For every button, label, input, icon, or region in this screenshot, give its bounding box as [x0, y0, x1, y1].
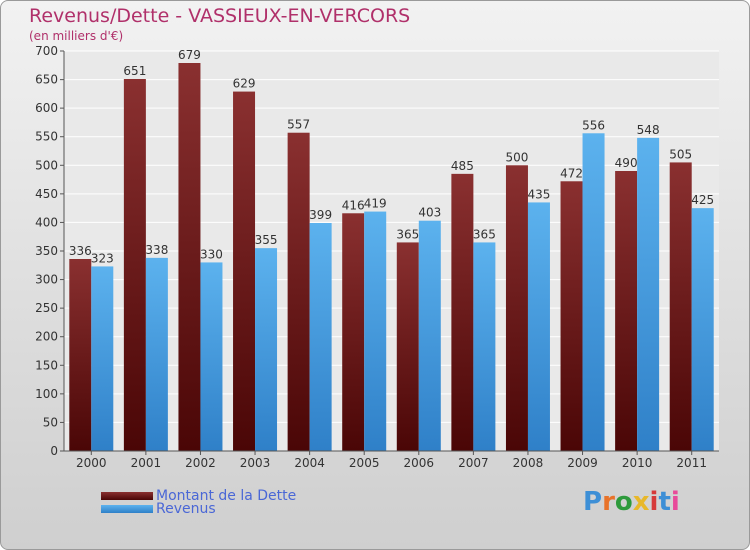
data-label-debt: 485 [451, 159, 474, 173]
chart-subtitle: (en milliers d'€) [29, 29, 124, 43]
x-tick-label: 2002 [185, 456, 216, 470]
x-tick-label: 2011 [676, 456, 707, 470]
bar-revenus [200, 262, 223, 451]
bar-revenus [364, 211, 387, 451]
bar-debt [123, 79, 146, 451]
data-label-revenus: 330 [200, 247, 223, 261]
grid-lines [64, 50, 719, 452]
logo-letter: i [670, 487, 680, 517]
legend-item-revenus: Revenus [101, 501, 216, 517]
y-tick-label: 500 [35, 158, 58, 172]
bars [69, 63, 714, 452]
legend-item-debt: Montant de la Dette [101, 488, 296, 504]
x-tick-label: 2001 [131, 456, 162, 470]
data-label-revenus: 425 [691, 193, 714, 207]
y-tick-label: 600 [35, 101, 58, 115]
data-label-revenus: 399 [309, 208, 332, 222]
data-label-revenus: 548 [637, 123, 660, 137]
bar-revenus [473, 242, 496, 451]
data-label-debt: 416 [342, 198, 365, 212]
bar-revenus [582, 133, 605, 452]
y-tick-label: 700 [35, 44, 58, 58]
logo-letter: x [632, 487, 650, 517]
data-label-revenus: 323 [91, 251, 114, 265]
y-tick-label: 450 [35, 187, 58, 201]
legend-swatch-debt [101, 492, 153, 500]
bar-revenus [309, 223, 332, 451]
logo-letter: t [658, 487, 671, 517]
y-tick-label: 350 [35, 244, 58, 258]
bar-debt [69, 259, 92, 451]
bar-revenus [691, 208, 714, 451]
bar-debt [396, 242, 419, 451]
data-label-debt: 505 [669, 147, 692, 161]
y-tick-label: 300 [35, 273, 58, 287]
data-label-revenus: 419 [364, 197, 387, 211]
data-label-revenus: 338 [145, 243, 168, 257]
bar-revenus [637, 137, 660, 451]
x-tick-label: 2000 [76, 456, 107, 470]
data-label-debt: 557 [287, 118, 310, 132]
x-tick-label: 2009 [567, 456, 598, 470]
bar-revenus [418, 220, 441, 451]
legend-swatch-revenus [101, 505, 153, 513]
logo-letter: i [649, 487, 659, 517]
x-tick-label: 2005 [349, 456, 380, 470]
x-tick-label: 2008 [513, 456, 544, 470]
axes: 0 50 100 150 200 250 300 350 400 450 500 550 600 650 7… [35, 44, 719, 470]
bar-revenus [527, 202, 550, 451]
x-tick-label: 2006 [404, 456, 435, 470]
data-label-revenus: 403 [418, 206, 441, 220]
y-tick-label: 200 [35, 330, 58, 344]
bar-revenus [255, 248, 278, 451]
y-tick-label: 100 [35, 387, 58, 401]
chart-title: Revenus/Dette - VASSIEUX-EN-VERCORS [29, 5, 411, 27]
bar-debt [669, 162, 692, 451]
x-tick-label: 2010 [622, 456, 653, 470]
data-label-debt: 500 [506, 150, 529, 164]
data-label-debt: 629 [233, 77, 256, 91]
x-tick-label: 2003 [240, 456, 271, 470]
x-tick-label: 2007 [458, 456, 489, 470]
y-tick-label: 550 [35, 130, 58, 144]
bar-debt [287, 132, 310, 451]
logo-letter: P [583, 487, 603, 517]
y-tick-label: 650 [35, 73, 58, 87]
bar-debt [505, 165, 528, 452]
bar-debt [342, 213, 365, 451]
data-label-debt: 336 [69, 244, 92, 258]
data-label-debt: 472 [560, 166, 583, 180]
logo-letter: r [602, 487, 615, 517]
bar-debt [233, 91, 256, 452]
bar-debt [178, 63, 201, 451]
y-tick-label: 150 [35, 358, 58, 372]
data-label-debt: 365 [396, 227, 419, 241]
data-label-debt: 490 [615, 156, 638, 170]
proxiti-logo: Proxiti [583, 487, 680, 517]
y-tick-label: 250 [35, 301, 58, 315]
x-tick-label: 2004 [294, 456, 325, 470]
bar-revenus [145, 257, 168, 451]
y-tick-label: 50 [43, 415, 58, 429]
bar-debt [615, 171, 638, 451]
data-label-revenus: 355 [255, 233, 278, 247]
bar-debt [560, 181, 583, 452]
logo-letter: o [614, 487, 633, 517]
data-label-revenus: 365 [473, 227, 496, 241]
y-tick-label: 400 [35, 215, 58, 229]
bar-debt [451, 173, 474, 451]
data-label-debt: 679 [178, 48, 201, 62]
bar-revenus [91, 266, 114, 451]
y-tick-label: 0 [50, 444, 58, 458]
data-label-revenus: 556 [582, 118, 605, 132]
data-label-revenus: 435 [528, 187, 551, 201]
legend-label-revenus: Revenus [156, 501, 216, 517]
data-label-debt: 651 [123, 64, 146, 78]
legend-label-debt: Montant de la Dette [156, 488, 297, 504]
